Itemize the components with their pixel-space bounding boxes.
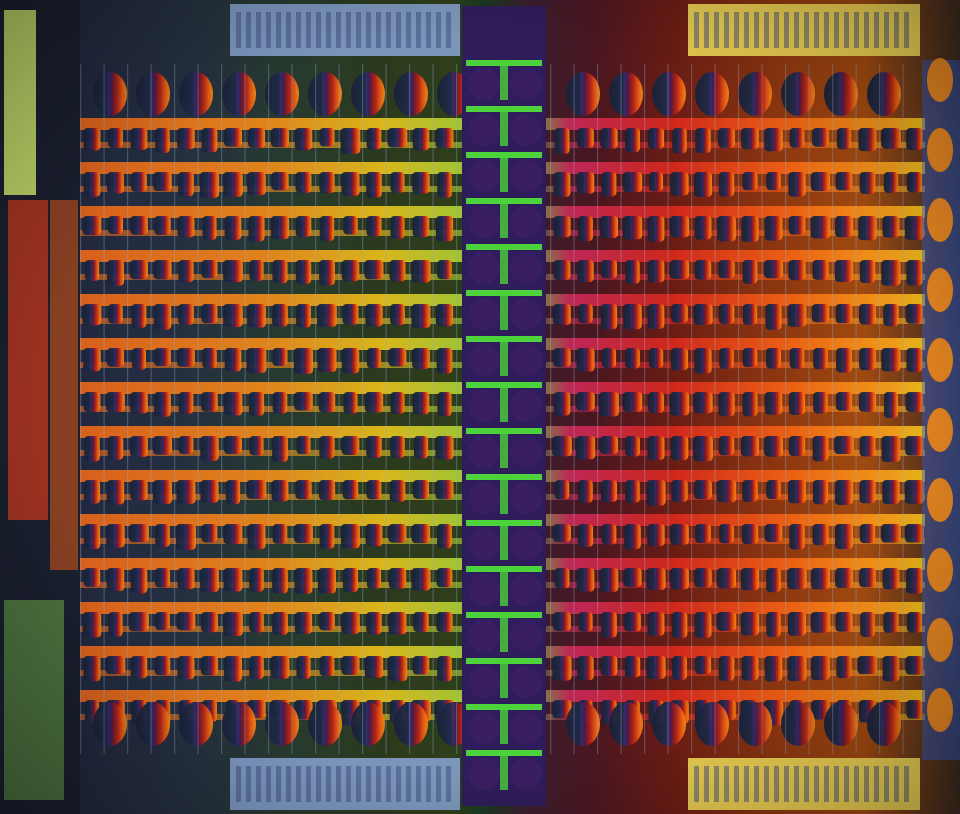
die-artwork [0, 0, 960, 814]
die-shot-image [0, 0, 960, 814]
